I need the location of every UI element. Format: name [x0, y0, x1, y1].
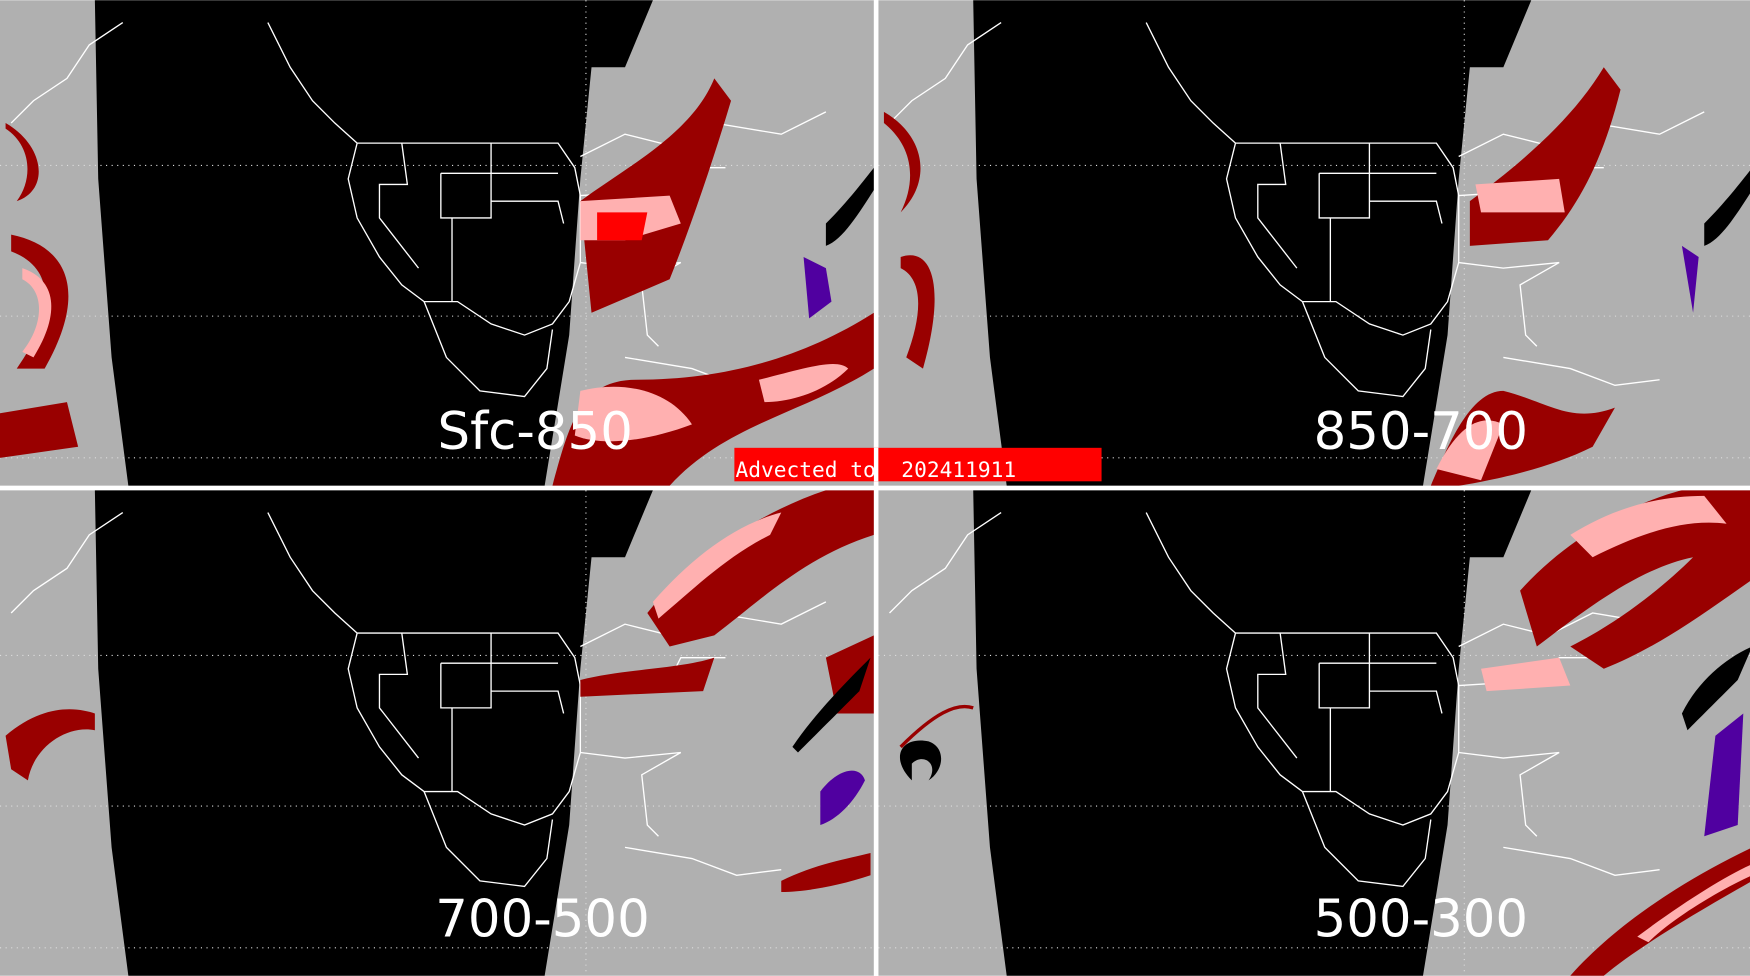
panel-label: 700-500	[435, 890, 649, 950]
panel-500-300: 500-300	[877, 489, 1750, 976]
panel-sfc-850: Sfc-850	[0, 0, 875, 487]
panel-label: 500-300	[1314, 890, 1528, 950]
advection-banner: Advected to 202411911	[734, 447, 1102, 482]
panel-850-700: 850-700	[877, 0, 1750, 487]
panel-700-500: 700-500	[0, 489, 875, 976]
panel-label: 850-700	[1314, 402, 1528, 462]
panel-label: Sfc-850	[438, 402, 633, 462]
horizontal-divider	[0, 485, 1750, 491]
banner-text: Advected to 202411911	[735, 457, 1016, 482]
